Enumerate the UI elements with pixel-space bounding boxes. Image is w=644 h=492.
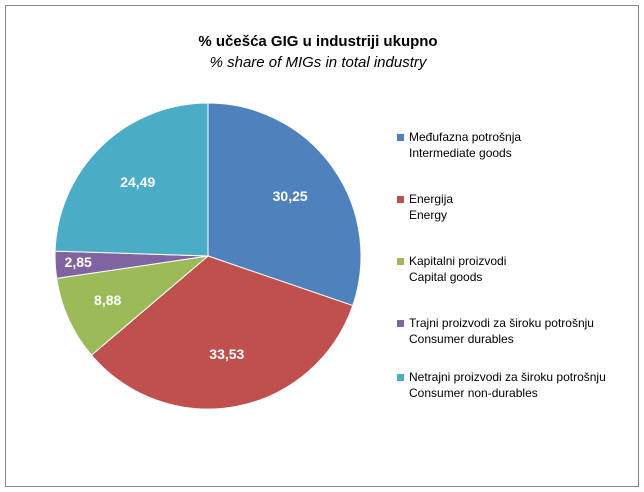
legend-label: Međufazna potrošnja (409, 130, 521, 144)
legend-label: Consumer non-durables (409, 386, 538, 400)
legend-label: Energy (409, 208, 447, 222)
legend-swatch (397, 320, 404, 327)
chart-subtitle: % share of MIGs in total industry (210, 54, 428, 71)
data-label: 24,49 (120, 174, 155, 190)
pie-slice (54, 102, 209, 257)
pie-slice (207, 102, 362, 307)
chart-title: % učešća GIG u industriji ukupno (198, 33, 437, 50)
legend-label: Energija (409, 192, 453, 206)
legend-label: Intermediate goods (409, 146, 512, 160)
legend-swatch (397, 258, 404, 265)
pie-slice (56, 255, 210, 356)
data-label: 2,85 (65, 254, 92, 270)
legend-label: Consumer durables (409, 332, 514, 346)
legend-swatch (397, 374, 404, 381)
data-label: 30,25 (273, 188, 308, 204)
legend-label: Capital goods (409, 270, 482, 284)
legend-label: Netrajni proizvodi za široku potrošnju (409, 370, 606, 384)
legend-swatch (397, 134, 404, 141)
data-label: 8,88 (94, 292, 121, 308)
data-label: 33,53 (209, 346, 244, 362)
pie-slice (90, 255, 354, 410)
legend-label: Kapitalni proizvodi (409, 254, 506, 268)
legend-label: Trajni proizvodi za široku potrošnju (409, 316, 594, 330)
legend-swatch (397, 196, 404, 203)
